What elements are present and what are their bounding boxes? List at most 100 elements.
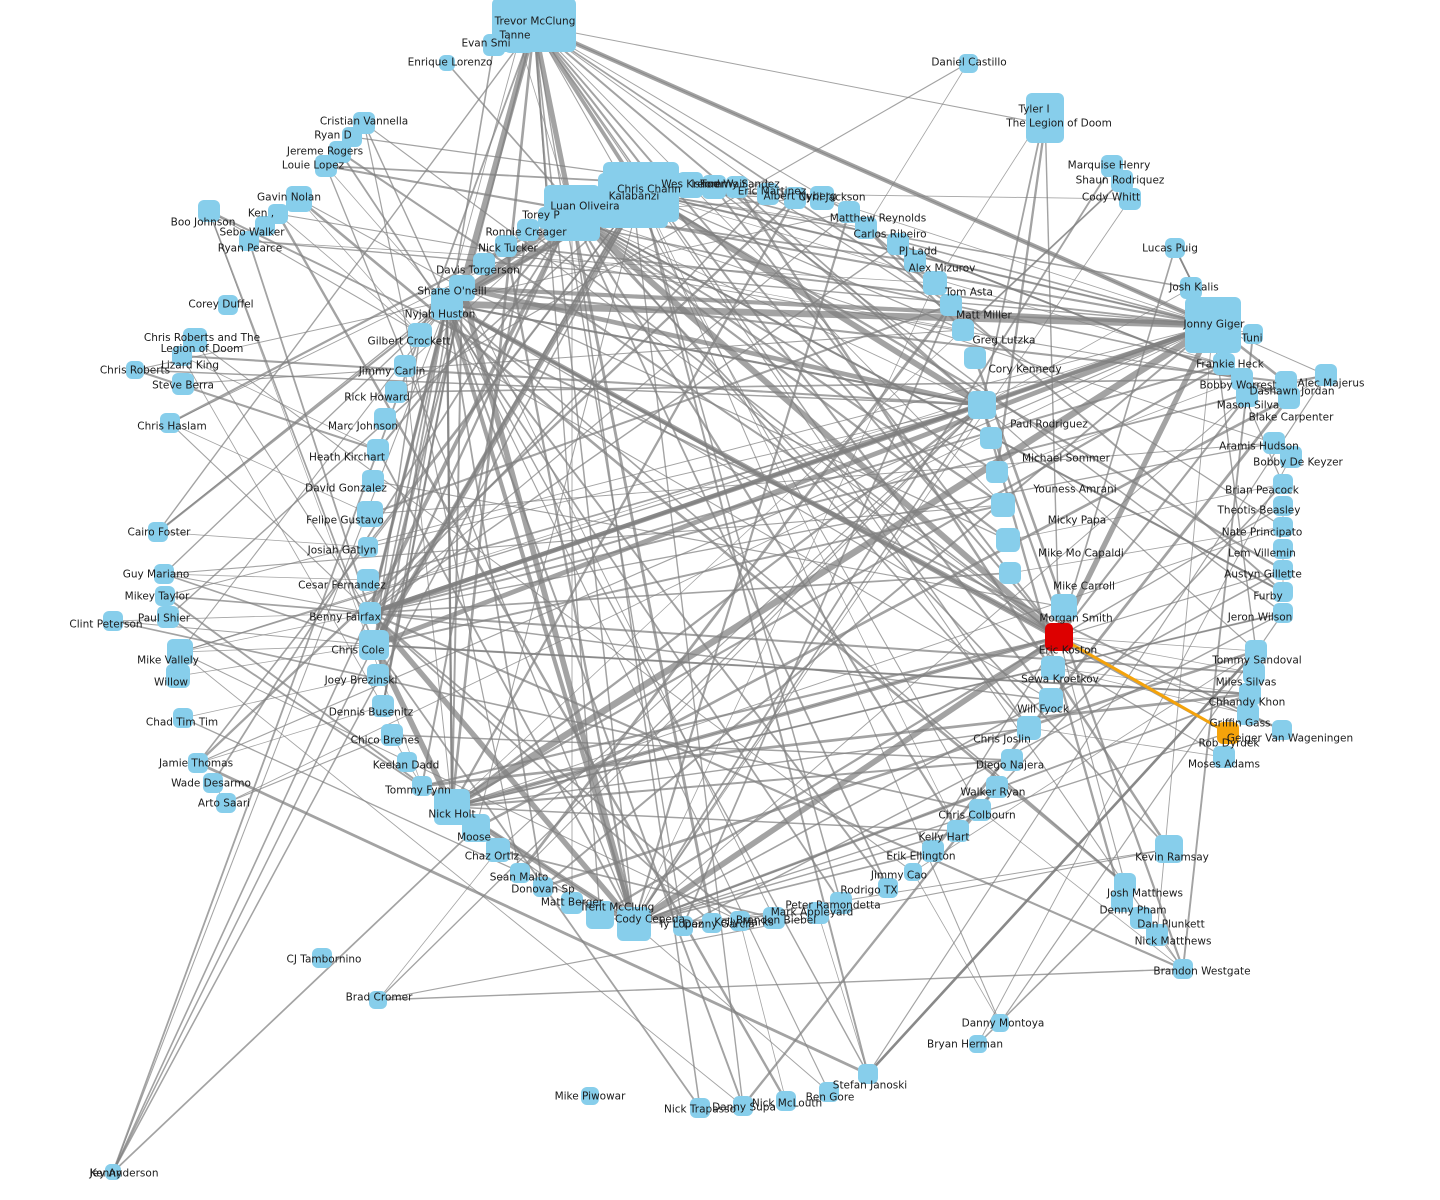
graph-node[interactable] [517, 219, 539, 241]
graph-node[interactable] [358, 537, 378, 557]
graph-node[interactable] [702, 175, 726, 199]
graph-node[interactable] [462, 814, 490, 842]
graph-node[interactable] [1236, 385, 1258, 407]
graph-node[interactable] [838, 201, 860, 223]
graph-node[interactable] [239, 231, 259, 251]
graph-node[interactable] [1173, 959, 1193, 979]
graph-node[interactable] [858, 1064, 878, 1084]
graph-node[interactable] [255, 216, 275, 236]
graph-node[interactable] [1231, 368, 1253, 390]
graph-node[interactable] [157, 606, 179, 628]
graph-node[interactable] [473, 253, 495, 275]
graph-node[interactable] [586, 901, 614, 929]
graph-node[interactable] [1165, 238, 1185, 258]
graph-node[interactable] [394, 355, 416, 377]
graph-node[interactable] [369, 991, 387, 1009]
graph-node[interactable] [1001, 749, 1023, 771]
graph-node[interactable] [1239, 683, 1261, 705]
graph-node[interactable] [1213, 353, 1235, 375]
graph-node[interactable] [1180, 277, 1202, 299]
graph-node[interactable] [810, 186, 834, 210]
graph-node[interactable] [167, 639, 193, 665]
graph-node[interactable] [312, 948, 332, 968]
graph-node[interactable] [359, 630, 389, 660]
graph-node[interactable] [381, 724, 403, 746]
graph-node[interactable] [598, 172, 668, 228]
graph-node[interactable] [1146, 924, 1168, 946]
graph-node[interactable] [763, 907, 785, 929]
graph-node[interactable] [218, 295, 238, 315]
graph-node[interactable] [1111, 170, 1133, 192]
graph-node[interactable] [830, 892, 852, 914]
graph-node[interactable] [412, 776, 432, 796]
graph-node[interactable] [1243, 662, 1265, 684]
graph-node[interactable] [1273, 474, 1293, 494]
graph-node[interactable] [940, 294, 962, 316]
graph-node[interactable] [1017, 716, 1041, 740]
graph-node[interactable] [581, 1087, 599, 1105]
graph-node[interactable] [286, 186, 312, 212]
graph-node[interactable] [216, 793, 236, 813]
graph-node[interactable] [1114, 873, 1136, 895]
graph-node[interactable] [408, 323, 432, 347]
graph-node[interactable] [1213, 746, 1235, 768]
graph-node[interactable] [1273, 517, 1293, 537]
graph-node[interactable] [486, 838, 510, 862]
graph-node[interactable] [203, 773, 223, 793]
graph-node[interactable] [702, 913, 722, 933]
graph-node[interactable] [1051, 594, 1077, 620]
graph-node[interactable] [904, 250, 926, 272]
graph-node[interactable] [969, 1035, 987, 1053]
graph-node[interactable] [431, 288, 463, 320]
graph-node[interactable] [126, 361, 144, 379]
graph-node[interactable] [996, 528, 1020, 552]
graph-node[interactable] [617, 907, 651, 941]
graph-node[interactable] [986, 776, 1008, 798]
graph-node[interactable] [172, 346, 192, 366]
graph-node[interactable] [1245, 640, 1267, 662]
graph-node[interactable] [1237, 703, 1259, 725]
graph-node[interactable] [1243, 324, 1263, 344]
graph-node[interactable] [357, 501, 383, 527]
graph-node[interactable] [155, 586, 175, 606]
graph-node[interactable] [439, 55, 455, 71]
graph-node[interactable] [690, 1098, 710, 1118]
graph-node[interactable] [673, 916, 693, 936]
graph-node[interactable] [1315, 364, 1337, 386]
graph-node[interactable] [510, 863, 530, 883]
graph-node[interactable] [188, 753, 208, 773]
graph-node[interactable] [198, 200, 220, 222]
graph-node[interactable] [819, 1082, 839, 1102]
graph-node[interactable] [1039, 688, 1063, 712]
graph-node[interactable] [538, 207, 560, 229]
graph-node[interactable] [374, 408, 396, 430]
graph-node[interactable] [878, 878, 898, 898]
graph-node[interactable] [986, 461, 1008, 483]
graph-node[interactable] [561, 892, 583, 914]
graph-node[interactable] [483, 34, 505, 56]
graph-node[interactable] [357, 569, 379, 591]
graph-node[interactable] [1273, 582, 1293, 602]
graph-node[interactable] [1273, 603, 1293, 623]
graph-node[interactable] [991, 493, 1015, 517]
graph-node[interactable] [1273, 496, 1293, 516]
graph-node[interactable] [1111, 890, 1133, 912]
graph-node[interactable] [367, 439, 389, 461]
graph-node[interactable] [1272, 720, 1292, 740]
graph-node[interactable] [952, 319, 974, 341]
graph-node[interactable] [103, 611, 123, 631]
graph-node[interactable] [1045, 623, 1073, 651]
graph-node[interactable] [495, 235, 517, 257]
graph-node[interactable] [730, 911, 750, 931]
graph-node[interactable] [1041, 656, 1065, 680]
graph-node[interactable] [315, 155, 337, 177]
graph-node[interactable] [923, 271, 947, 295]
graph-node[interactable] [776, 1091, 796, 1111]
graph-node[interactable] [372, 695, 394, 717]
graph-node[interactable] [1217, 722, 1239, 744]
graph-node[interactable] [733, 1096, 753, 1116]
graph-node[interactable] [922, 840, 944, 862]
graph-node[interactable] [533, 877, 553, 897]
graph-node[interactable] [757, 183, 779, 205]
